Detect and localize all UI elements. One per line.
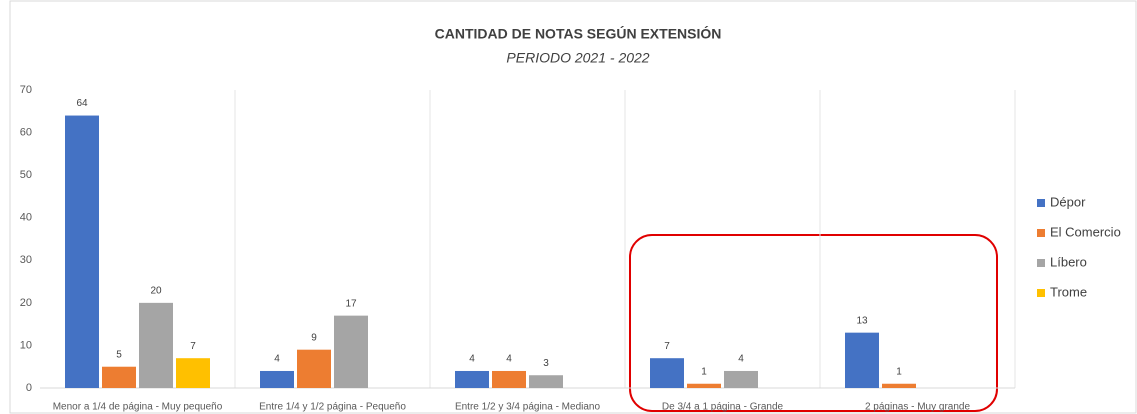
bar <box>724 370 758 388</box>
x-tick-label: Menor a 1/4 de página - Muy pequeño <box>53 402 223 413</box>
x-tick-label: Entre 1/2 y 3/4 página - Mediano <box>455 402 601 413</box>
bar <box>176 358 210 388</box>
data-label: 4 <box>506 354 512 365</box>
bar <box>650 358 684 388</box>
data-label: 1 <box>701 366 707 377</box>
legend-swatch <box>1037 259 1045 267</box>
y-tick-label: 60 <box>20 126 32 138</box>
bar <box>102 366 136 388</box>
x-tick-label: 2 páginas - Muy grande <box>865 402 971 413</box>
x-tick-label: Entre 1/4 y 1/2 página - Pequeño <box>259 402 406 413</box>
chart-subtitle: PERIODO 2021 - 2022 <box>506 50 649 66</box>
data-label: 4 <box>469 354 475 365</box>
y-tick-label: 20 <box>20 297 32 309</box>
chart-title: CANTIDAD DE NOTAS SEGÚN EXTENSIÓN <box>435 25 722 42</box>
y-tick-label: 70 <box>20 84 32 96</box>
bar <box>65 115 99 389</box>
x-tick-label: De 3/4 a 1 página - Grande <box>662 402 784 413</box>
data-label: 9 <box>311 332 317 343</box>
data-label: 20 <box>150 285 162 296</box>
highlight-box <box>629 234 998 412</box>
bar <box>297 349 331 388</box>
chart-frame <box>9 0 1137 414</box>
legend-label: Líbero <box>1050 254 1087 269</box>
bar <box>139 302 173 388</box>
data-label: 1 <box>896 366 902 377</box>
bar <box>334 315 368 388</box>
data-label: 4 <box>274 354 280 365</box>
bar <box>492 370 526 388</box>
y-tick-label: 50 <box>20 169 32 181</box>
y-tick-label: 10 <box>20 339 32 351</box>
bar <box>845 332 879 388</box>
legend-label: El Comercio <box>1050 224 1121 239</box>
bar <box>882 383 916 388</box>
legend-swatch <box>1037 199 1045 207</box>
bar <box>687 383 721 388</box>
data-label: 4 <box>738 354 744 365</box>
data-label: 7 <box>664 341 670 352</box>
legend-swatch <box>1037 229 1045 237</box>
data-label: 13 <box>856 315 868 326</box>
y-tick-label: 40 <box>20 212 32 224</box>
data-label: 17 <box>345 298 357 309</box>
bar <box>455 370 489 388</box>
y-tick-label: 30 <box>20 254 32 266</box>
bar <box>260 370 294 388</box>
legend-label: Dépor <box>1050 194 1086 209</box>
bar <box>529 375 563 388</box>
y-tick-label: 0 <box>26 382 32 394</box>
legend-swatch <box>1037 289 1045 297</box>
data-label: 7 <box>190 341 196 352</box>
data-label: 3 <box>543 358 549 369</box>
legend-label: Trome <box>1050 284 1087 299</box>
data-label: 64 <box>76 98 88 109</box>
data-label: 5 <box>116 349 122 360</box>
